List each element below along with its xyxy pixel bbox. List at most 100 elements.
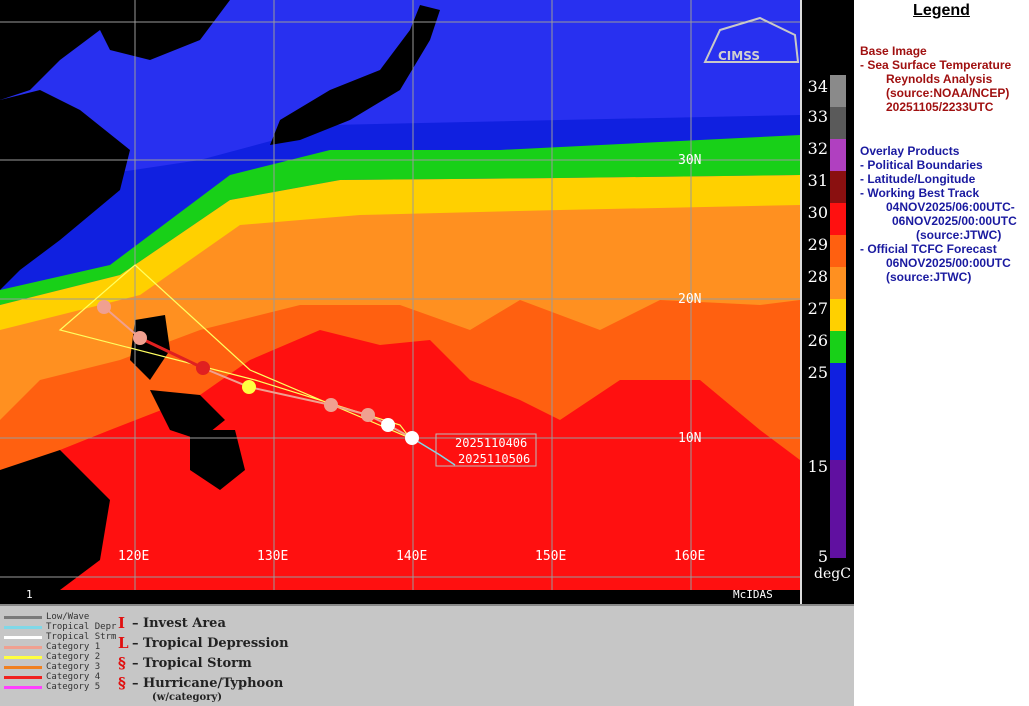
lon-label-150e: 150E — [535, 549, 566, 564]
colorbar-tick-label: 15 — [807, 457, 828, 476]
best-track-line — [411, 437, 456, 466]
colorbar-tick-label: 27 — [807, 299, 828, 318]
track-key-label: Category 4 — [46, 672, 101, 682]
colorbar-swatch — [830, 331, 846, 363]
storm-marker-cat1 — [97, 300, 111, 314]
track-key-label: Category 5 — [46, 682, 101, 692]
colorbar-tick-label: 31 — [807, 171, 828, 190]
storm-markers — [97, 300, 419, 445]
track-end-label: 2025110506 — [458, 452, 530, 466]
base-image-heading: Base Image — [860, 44, 927, 58]
track-key-swatch — [4, 616, 42, 619]
lon-label-120e: 120E — [118, 549, 149, 564]
logo-text: CIMSS — [718, 49, 760, 63]
forecast-track-cat4 — [139, 336, 204, 370]
lat-lon-grid — [0, 0, 800, 590]
track-key-label: Category 3 — [46, 662, 101, 672]
tropical-depression-icon: L — [118, 634, 129, 652]
colorbar-tick-label: 28 — [807, 267, 828, 286]
track-key-swatch — [4, 636, 42, 639]
overlay-line: 06NOV2025/00:00UTC — [886, 256, 1011, 270]
legend-panel: Legend Base Image - Sea Surface Temperat… — [854, 0, 1029, 704]
land-visayas — [150, 390, 225, 440]
sst-map: 30N 20N 10N 120E 130E 140E 150E 160E 202… — [0, 0, 800, 604]
mcidas-label: McIDAS — [733, 588, 773, 601]
colorbar-tick-label: 33 — [807, 107, 828, 126]
colorbar-svg — [830, 75, 846, 558]
map-bottom-strip — [0, 590, 800, 604]
land-borneo — [0, 450, 110, 600]
storm-marker-cat1 — [324, 398, 338, 412]
colorbar-tick-label: 25 — [807, 363, 828, 382]
lat-label-30n: 30N — [678, 153, 701, 168]
track-key-panel: Low/Wave Tropical Depr Tropical Strm Catego… — [0, 604, 854, 706]
overlay-line: - Political Boundaries — [860, 158, 983, 172]
sst-map-svg: 30N 20N 10N 120E 130E 140E 150E 160E 202… — [0, 0, 800, 604]
colorbar-swatch — [830, 203, 846, 235]
colorbar-swatch — [830, 299, 846, 331]
sst-deep-blue — [0, 0, 800, 190]
tropical-depression-label: – Tropical Depression — [132, 636, 289, 651]
colorbar-tick-label: 32 — [807, 139, 828, 158]
storm-marker-cat1 — [133, 331, 147, 345]
storm-marker-cat1 — [361, 408, 375, 422]
lon-label-160e: 160E — [674, 549, 705, 564]
base-image-line: (source:NOAA/NCEP) — [886, 86, 1010, 100]
colorbar-tick-label: 30 — [807, 203, 828, 222]
invest-area-icon: I — [118, 614, 126, 632]
invest-area-label: – Invest Area — [132, 616, 226, 631]
colorbar-swatch — [830, 460, 846, 558]
colorbar-swatch — [830, 75, 846, 107]
colorbar-tick-label: 29 — [807, 235, 828, 254]
track-start-label: 2025110406 — [455, 436, 527, 450]
colorbar-unit: degC — [814, 566, 851, 582]
colorbar-swatch — [830, 107, 846, 139]
track-label-box — [435, 433, 537, 467]
overlay-line: (source:JTWC) — [886, 270, 972, 284]
overlay-line: - Official TCFC Forecast — [860, 242, 997, 256]
forecast-cone — [58, 264, 412, 440]
legend-title: Legend — [913, 2, 970, 19]
track-key-label: Tropical Depr — [46, 622, 117, 632]
overlay-line: - Latitude/Longitude — [860, 172, 976, 186]
cimss-logo: CIMSS — [703, 16, 800, 63]
track-key-label: Low/Wave — [46, 612, 90, 622]
sst-colorbar: 34 33 32 31 30 29 28 27 26 25 15 5 degC — [800, 0, 856, 604]
base-image-line: 20251105/2233UTC — [886, 100, 994, 114]
land-asia — [0, 0, 230, 100]
storm-marker-ts — [405, 431, 419, 445]
tropical-storm-icon: § — [118, 654, 126, 672]
storm-marker-cat4 — [196, 361, 210, 375]
track-key-swatch — [4, 626, 42, 629]
colorbar-swatch — [830, 139, 846, 171]
track-key-swatch — [4, 646, 42, 649]
colorbar-swatch — [830, 171, 846, 203]
colorbar-tick-label: 26 — [807, 331, 828, 350]
overlay-line: (source:JTWC) — [916, 228, 1002, 242]
frame-number: 1 — [26, 588, 33, 601]
colorbar-tick-label: 34 — [807, 77, 828, 96]
overlay-line: 04NOV2025/06:00UTC- — [886, 200, 1015, 214]
colorbar-swatch — [830, 235, 846, 267]
track-key-swatch — [4, 666, 42, 669]
track-key-label: Tropical Strm — [46, 632, 117, 642]
typhoon-icon: § — [118, 674, 126, 692]
typhoon-label: – Hurricane/Typhoon — [132, 676, 284, 691]
storm-marker-ts — [381, 418, 395, 432]
track-key-swatch — [4, 686, 42, 689]
overlay-line: 06NOV2025/00:00UTC — [892, 214, 1017, 228]
track-key-swatch — [4, 676, 42, 679]
lat-label-20n: 20N — [678, 292, 701, 307]
land-mindanao — [190, 430, 245, 490]
colorbar-tick-label: 5 — [817, 547, 828, 566]
lat-label-10n: 10N — [678, 431, 701, 446]
typhoon-note: (w/category) — [152, 692, 223, 703]
lon-label-130e: 130E — [257, 549, 288, 564]
storm-marker-cat2 — [242, 380, 256, 394]
land-china-coast — [0, 90, 130, 290]
colorbar-swatch — [830, 267, 846, 299]
lon-label-140e: 140E — [396, 549, 427, 564]
base-image-line: Reynolds Analysis — [886, 72, 993, 86]
track-key-label: Category 1 — [46, 642, 101, 652]
overlay-heading: Overlay Products — [860, 144, 960, 158]
